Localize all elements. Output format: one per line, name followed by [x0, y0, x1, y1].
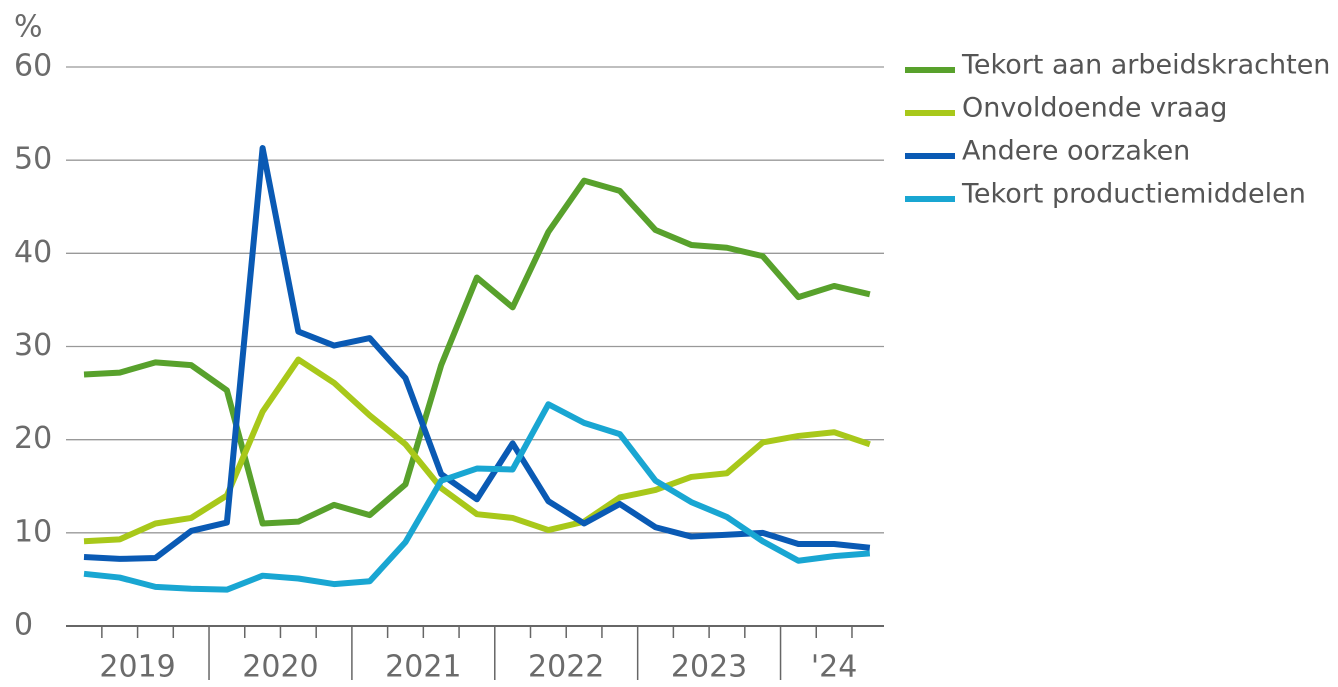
legend-label: Andere oorzaken — [962, 136, 1190, 167]
y-axis-label: % — [14, 10, 43, 45]
series-line — [83, 145, 871, 562]
y-tick-label: 0 — [14, 608, 33, 643]
legend-label: Tekort productiemiddelen — [961, 179, 1306, 210]
x-tick-label: '24 — [811, 650, 857, 685]
y-tick-label: 30 — [14, 328, 52, 363]
y-tick-label: 40 — [14, 235, 52, 270]
series-line — [83, 401, 871, 593]
y-tick-label: 20 — [14, 421, 52, 456]
x-tick-label: 2020 — [242, 650, 318, 685]
y-tick-label: 10 — [14, 514, 52, 549]
series-line — [83, 177, 871, 527]
legend-label: Onvoldoende vraag — [962, 93, 1227, 124]
y-tick-label: 60 — [14, 49, 52, 84]
legend-label: Tekort aan arbeidskrachten — [961, 50, 1330, 81]
x-tick-label: 2023 — [671, 650, 747, 685]
x-tick-label: 2021 — [385, 650, 461, 685]
x-tick-label: 2019 — [99, 650, 175, 685]
x-tick-label: 2022 — [528, 650, 604, 685]
y-tick-label: 50 — [14, 142, 52, 177]
series-line — [83, 356, 871, 545]
